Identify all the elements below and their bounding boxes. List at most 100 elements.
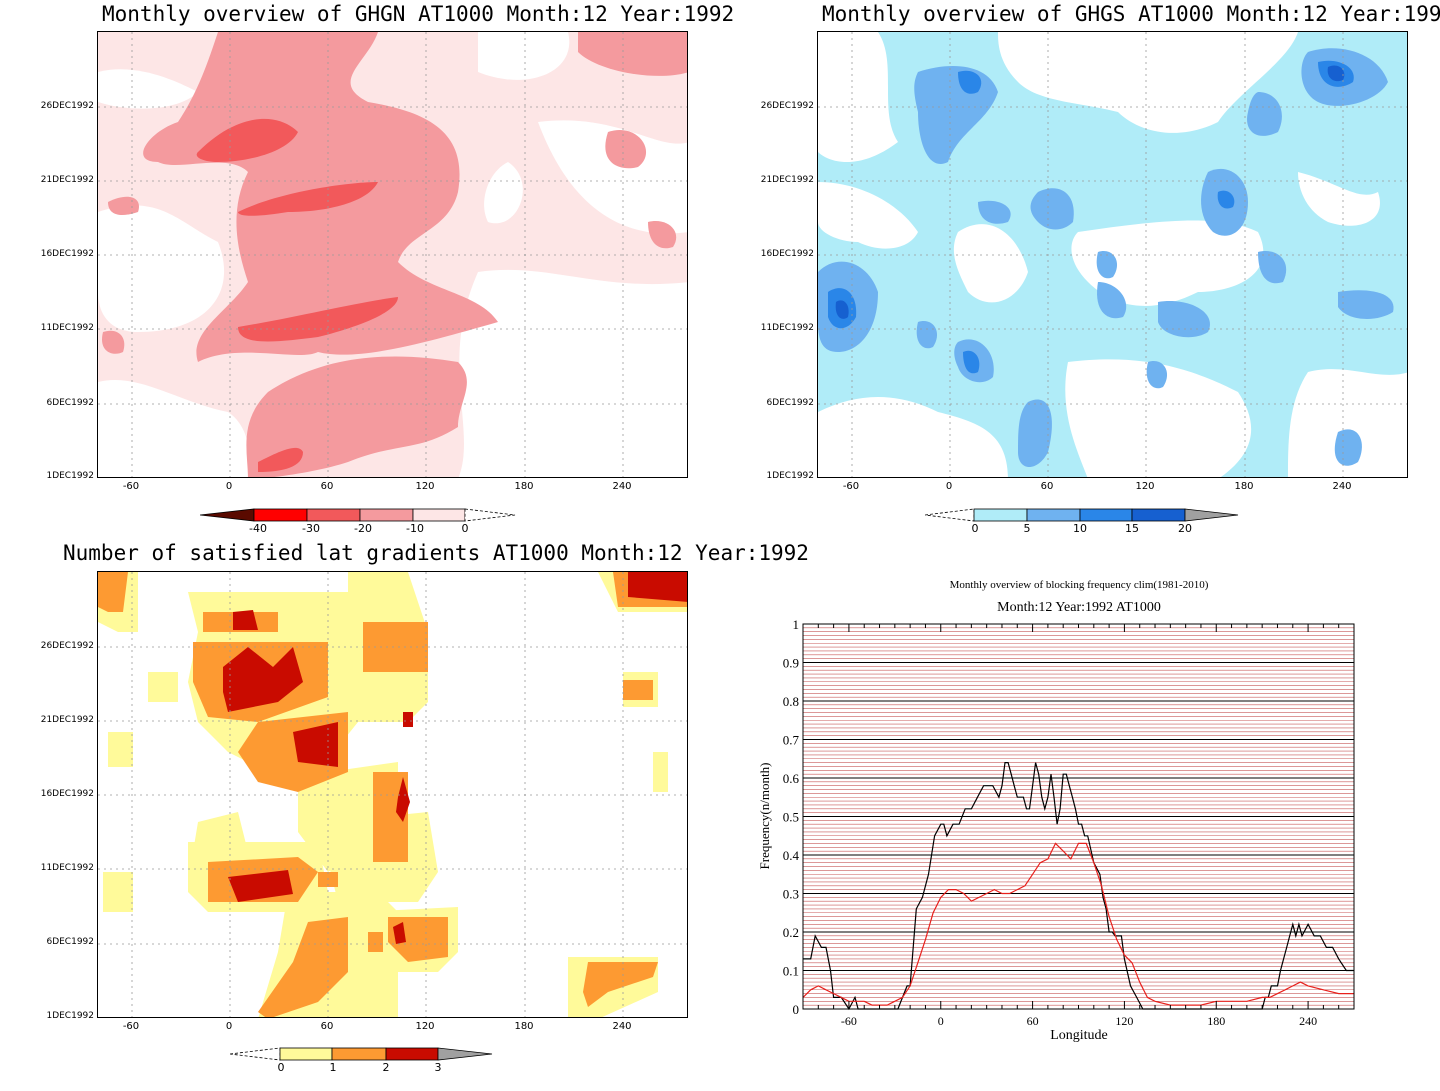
ghgn-white-region xyxy=(98,380,250,477)
ghgs-ytick: 21DEC1992 xyxy=(760,175,814,185)
ghgs-white-region xyxy=(1298,172,1380,226)
frequency-grid xyxy=(803,627,1354,1006)
ghgn-dark-region xyxy=(258,447,303,472)
ghgn-white-region xyxy=(484,162,523,224)
gradients-colorbar-swatch xyxy=(331,1047,387,1061)
ghgs-white-region xyxy=(953,224,1028,303)
ghgs-colorbar-label: 0 xyxy=(971,522,979,535)
ghgs-white-region xyxy=(818,182,918,249)
ghgs-mid-region xyxy=(916,321,938,349)
gradients-xtick: 60 xyxy=(320,1021,334,1032)
ghgs-white-region xyxy=(1288,369,1407,477)
gradients-colorbar-swatch xyxy=(230,1047,281,1061)
frequency-ytick-label: 0.6 xyxy=(783,771,800,786)
gradients-colorbar-swatch xyxy=(279,1047,333,1061)
gradients-ytick: 1DEC1992 xyxy=(46,1011,94,1021)
frequency-ytick-label: 0 xyxy=(793,1002,800,1017)
ghgn-xtick: 240 xyxy=(612,481,632,492)
frequency-lines xyxy=(802,762,1354,1011)
gradients-high-regions xyxy=(223,572,687,944)
gradients-mid-region xyxy=(363,622,428,672)
gradients-ytick: 26DEC1992 xyxy=(40,641,94,651)
ghgs-mid-region xyxy=(1097,282,1127,319)
gradients-mid-region xyxy=(623,680,653,700)
frequency-ytick-label: 1 xyxy=(793,617,800,632)
ghgn-colorbar-label: -20 xyxy=(354,522,372,535)
ghgn-mid-region xyxy=(605,130,647,169)
ghgs-mid-region xyxy=(1018,399,1052,467)
frequency-xtick-label: -60 xyxy=(841,1014,857,1028)
ghgn-xtick: 60 xyxy=(320,481,334,492)
gradients-xtick: 0 xyxy=(225,1021,233,1032)
ghgs-white-regions xyxy=(818,32,1407,477)
ghgn-colorbar-swatch xyxy=(253,508,308,522)
ghgs-xtick: 120 xyxy=(1135,481,1155,492)
ghgs-grid xyxy=(818,32,1407,477)
ghgn-mid-region xyxy=(578,32,687,76)
frequency-ytick-label: 0.4 xyxy=(783,848,800,863)
ghgs-mid-region xyxy=(978,200,1011,224)
ghgs-xtick: -60 xyxy=(842,481,860,492)
ghgs-mid-region xyxy=(1096,251,1118,279)
ghgs-colorbar-swatch xyxy=(1079,508,1133,522)
ghgs-dark-region xyxy=(963,350,980,374)
gradients-colorbar-label: 3 xyxy=(434,1061,442,1074)
ghgs-colorbar-label: 10 xyxy=(1073,522,1087,535)
ghgs-colorbar-label: 20 xyxy=(1178,522,1192,535)
ghgn-colorbar-swatch xyxy=(306,508,361,522)
frequency-chart: Monthly overview of blocking frequency c… xyxy=(757,579,1355,1043)
frequency-subtitle: Month:12 Year:1992 AT1000 xyxy=(997,600,1161,615)
ghgs-ytick: 11DEC1992 xyxy=(760,323,814,333)
gradients-colorbar-label: 2 xyxy=(382,1061,390,1074)
ghgs-xtick: 180 xyxy=(1234,481,1254,492)
frequency-xtick-label: 0 xyxy=(938,1014,944,1028)
ghgs-mid-region xyxy=(1030,188,1074,230)
gradients-colorbar-label: 0 xyxy=(277,1061,285,1074)
gradients-contours xyxy=(98,572,687,1017)
gradients-ytick: 16DEC1992 xyxy=(40,789,94,799)
gradients-plot xyxy=(97,571,688,1018)
gradients-ytick: 21DEC1992 xyxy=(40,715,94,725)
ghgn-mid-region xyxy=(246,356,467,477)
ghgs-white-region xyxy=(818,32,898,162)
ghgs-ytick: 6DEC1992 xyxy=(766,398,814,408)
ghgn-white-region xyxy=(478,32,570,80)
ghgs-xtick: 240 xyxy=(1332,481,1352,492)
gradients-high-region xyxy=(628,572,687,602)
gradients-low-region xyxy=(103,872,133,912)
frequency-ytick-label: 0.8 xyxy=(783,694,799,709)
frequency-series-red-line xyxy=(802,842,1354,1006)
ghgn-contours xyxy=(98,32,687,477)
gradients-xtick: 180 xyxy=(514,1021,534,1032)
gradients-colorbar-swatch xyxy=(437,1047,493,1061)
gradients-mid-region xyxy=(258,917,348,1017)
gradients-high-region xyxy=(393,922,406,944)
gradients-high-region xyxy=(233,610,258,630)
ghgn-ytick: 6DEC1992 xyxy=(46,398,94,408)
ghgn-colorbar-swatch xyxy=(464,508,516,522)
gradients-mid-region xyxy=(368,932,383,952)
ghgs-xtick: 60 xyxy=(1040,481,1054,492)
ghgs-white-region xyxy=(1071,220,1264,306)
gradients-colorbar-label: 1 xyxy=(329,1061,337,1074)
gradients-mid-region xyxy=(583,962,658,1007)
ghgs-plot xyxy=(817,31,1408,478)
ghgn-xtick: 0 xyxy=(225,481,233,492)
ghgs-dark-region xyxy=(1217,190,1235,209)
ghgs-contours xyxy=(818,32,1407,477)
ghgn-colorbar-swatch xyxy=(200,508,255,522)
ghgs-white-region xyxy=(998,32,1298,133)
ghgn-colorbar-label: -10 xyxy=(406,522,424,535)
frequency-ylabel: Frequency(n/month) xyxy=(757,763,772,870)
ghgn-plot xyxy=(97,31,688,478)
gradients-colorbar xyxy=(230,1047,493,1061)
frequency-xlabel: Longitude xyxy=(1050,1028,1108,1043)
gradients-grid xyxy=(98,572,687,1017)
frequency-ytick-label: 0.1 xyxy=(783,964,799,979)
ghgn-white-regions xyxy=(98,32,687,477)
ghgn-colorbar-label: -30 xyxy=(302,522,320,535)
frequency-ytick-label: 0.2 xyxy=(783,925,799,940)
ghgn-ytick: 21DEC1992 xyxy=(40,175,94,185)
ghgn-dark-region xyxy=(238,182,378,216)
gradients-xtick: 240 xyxy=(612,1021,632,1032)
